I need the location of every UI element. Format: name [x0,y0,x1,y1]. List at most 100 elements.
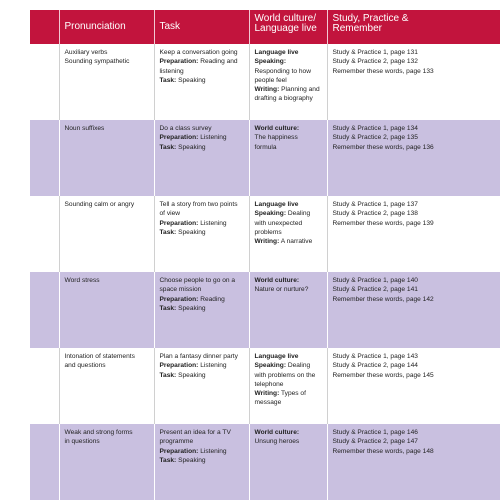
study-practice-cell: Study & Practice 1, page 146 Study & Pra… [327,424,500,500]
header-study-line2: Remember [332,23,382,34]
task-text: Speaking [178,304,206,312]
pronunciation-text: Sounding calm or angry [64,201,135,208]
task-text: Speaking [178,76,206,84]
task-preparation: Preparation: Listening [160,361,244,370]
language-live-writing: Writing: A narrative [255,237,322,246]
language-live-writing: Writing: Types of message [255,389,322,408]
header-world-culture-line2: Language live [254,23,317,34]
task-preparation: Preparation: Listening [160,447,244,456]
task-type: Task: Speaking [160,304,244,313]
task-label: Task: [159,228,177,236]
writing-label: Writing: [254,390,280,398]
study-practice-cell: Study & Practice 1, page 137 Study & Pra… [327,196,500,272]
world-culture-cell: Language live Speaking: Dealing with pro… [249,348,328,424]
task-type: Task: Speaking [160,228,244,237]
task-cell: Present an idea for a TV programme Prepa… [154,424,250,500]
preparation-label: Preparation: [159,447,199,455]
language-live-speaking: Speaking: Responding to how people feel [255,57,322,85]
world-culture-heading: World culture: [254,277,300,284]
task-label: Task: [159,304,177,312]
world-culture-cell: Language live Speaking: Responding to ho… [249,44,328,120]
task-label: Task: [159,76,177,84]
language-live-speaking: Speaking: Dealing with problems on the t… [255,361,322,389]
study-practice-1: Study & Practice 1, page 137 [332,201,418,208]
preparation-text: Listening [200,219,227,227]
task-title: Keep a conversation going [159,49,238,56]
task-label: Task: [159,143,177,151]
task-text: Speaking [178,228,206,236]
study-practice-1: Study & Practice 1, page 146 [332,429,418,436]
task-preparation: Preparation: Reading and listening [160,57,244,76]
task-type: Task: Speaking [160,456,244,465]
world-culture-text: Unsung heroes [254,438,300,446]
pronunciation-cell: Word stress [59,272,155,348]
task-type: Task: Speaking [160,76,244,85]
remember-words: Remember these words, page 136 [332,143,434,151]
preparation-text: Reading and listening [159,58,238,75]
study-practice-cell: Study & Practice 1, page 143 Study & Pra… [327,348,500,424]
pronunciation-cell: Noun suffixes [59,120,155,196]
task-cell: Do a class survey Preparation: Listening… [154,120,250,196]
writing-text: A narrative [280,238,313,246]
study-practice-2: Study & Practice 2, page 135 [332,134,418,142]
header-task: Task [154,10,250,44]
writing-label: Writing: [254,238,280,246]
row-blank-cell [30,120,60,196]
pronunciation-cell: Intonation of statements and questions [59,348,155,424]
table-row: Weak and strong forms in questions Prese… [30,424,500,500]
study-practice-1: Study & Practice 1, page 131 [332,49,418,56]
study-practice-cell: Study & Practice 1, page 134 Study & Pra… [327,120,500,196]
pronunciation-text: Sounding sympathetic [64,58,130,66]
writing-text: Types of message [254,390,306,407]
table-row: Intonation of statements and questions P… [30,348,500,424]
task-title: Plan a fantasy dinner party [159,353,238,360]
preparation-label: Preparation: [159,295,199,303]
study-practice-1: Study & Practice 1, page 143 [332,353,418,360]
task-preparation: Preparation: Listening [160,219,244,228]
speaking-text: Responding to how people feel [254,67,311,84]
header-study-practice: Study, Practice & Remember [327,10,500,44]
remember-words: Remember these words, page 139 [332,219,434,227]
preparation-label: Preparation: [159,362,199,370]
header-study-line1: Study, Practice & [332,13,409,24]
preparation-text: Listening [200,362,227,370]
task-text: Speaking [178,456,206,464]
speaking-label: Speaking: [254,362,287,370]
study-practice-2: Study & Practice 2, page 144 [332,362,418,370]
study-practice-1: Study & Practice 1, page 140 [332,277,418,284]
pronunciation-text: Intonation of statements [64,353,135,360]
header-world-culture-line1: World culture/ [254,13,317,24]
task-preparation: Preparation: Listening [160,133,244,142]
header-task-label: Task [159,21,181,32]
world-culture-text: Nature or nurture? [254,286,309,294]
pronunciation-cell: Sounding calm or angry [59,196,155,272]
pronunciation-cell: Weak and strong forms in questions [59,424,155,500]
study-practice-2: Study & Practice 2, page 138 [332,210,418,218]
task-type: Task: Speaking [160,143,244,152]
writing-text: Planning and drafting a biography [254,86,320,103]
study-practice-1: Study & Practice 1, page 134 [332,125,418,132]
world-culture-cell: World culture: Nature or nurture? [249,272,328,348]
world-culture-heading: Language live [254,353,299,360]
task-title: Do a class survey [159,125,212,132]
speaking-text: Dealing with unexpected problems [254,210,311,236]
world-culture-heading: World culture: [254,125,300,132]
task-cell: Plan a fantasy dinner party Preparation:… [154,348,250,424]
task-title: Present an idea for a TV programme [159,429,231,446]
language-live-speaking: Speaking: Dealing with unexpected proble… [255,209,322,237]
world-culture-cell: Language live Speaking: Dealing with une… [249,196,328,272]
row-blank-cell [30,44,60,120]
remember-words: Remember these words, page 148 [332,447,434,455]
preparation-label: Preparation: [159,134,199,142]
table-row: Word stress Choose people to go on a spa… [30,272,500,348]
table-row: Noun suffixes Do a class survey Preparat… [30,120,500,196]
study-practice-2: Study & Practice 2, page 141 [332,286,418,294]
table-header-row: Pronunciation Task World culture/ Langua… [30,10,500,44]
task-text: Speaking [178,371,206,379]
study-practice-2: Study & Practice 2, page 147 [332,438,418,446]
preparation-text: Listening [200,134,227,142]
world-culture-heading: Language live [254,49,299,56]
world-culture-cell: World culture: The happiness formula [249,120,328,196]
task-label: Task: [159,456,177,464]
task-label: Task: [159,371,177,379]
